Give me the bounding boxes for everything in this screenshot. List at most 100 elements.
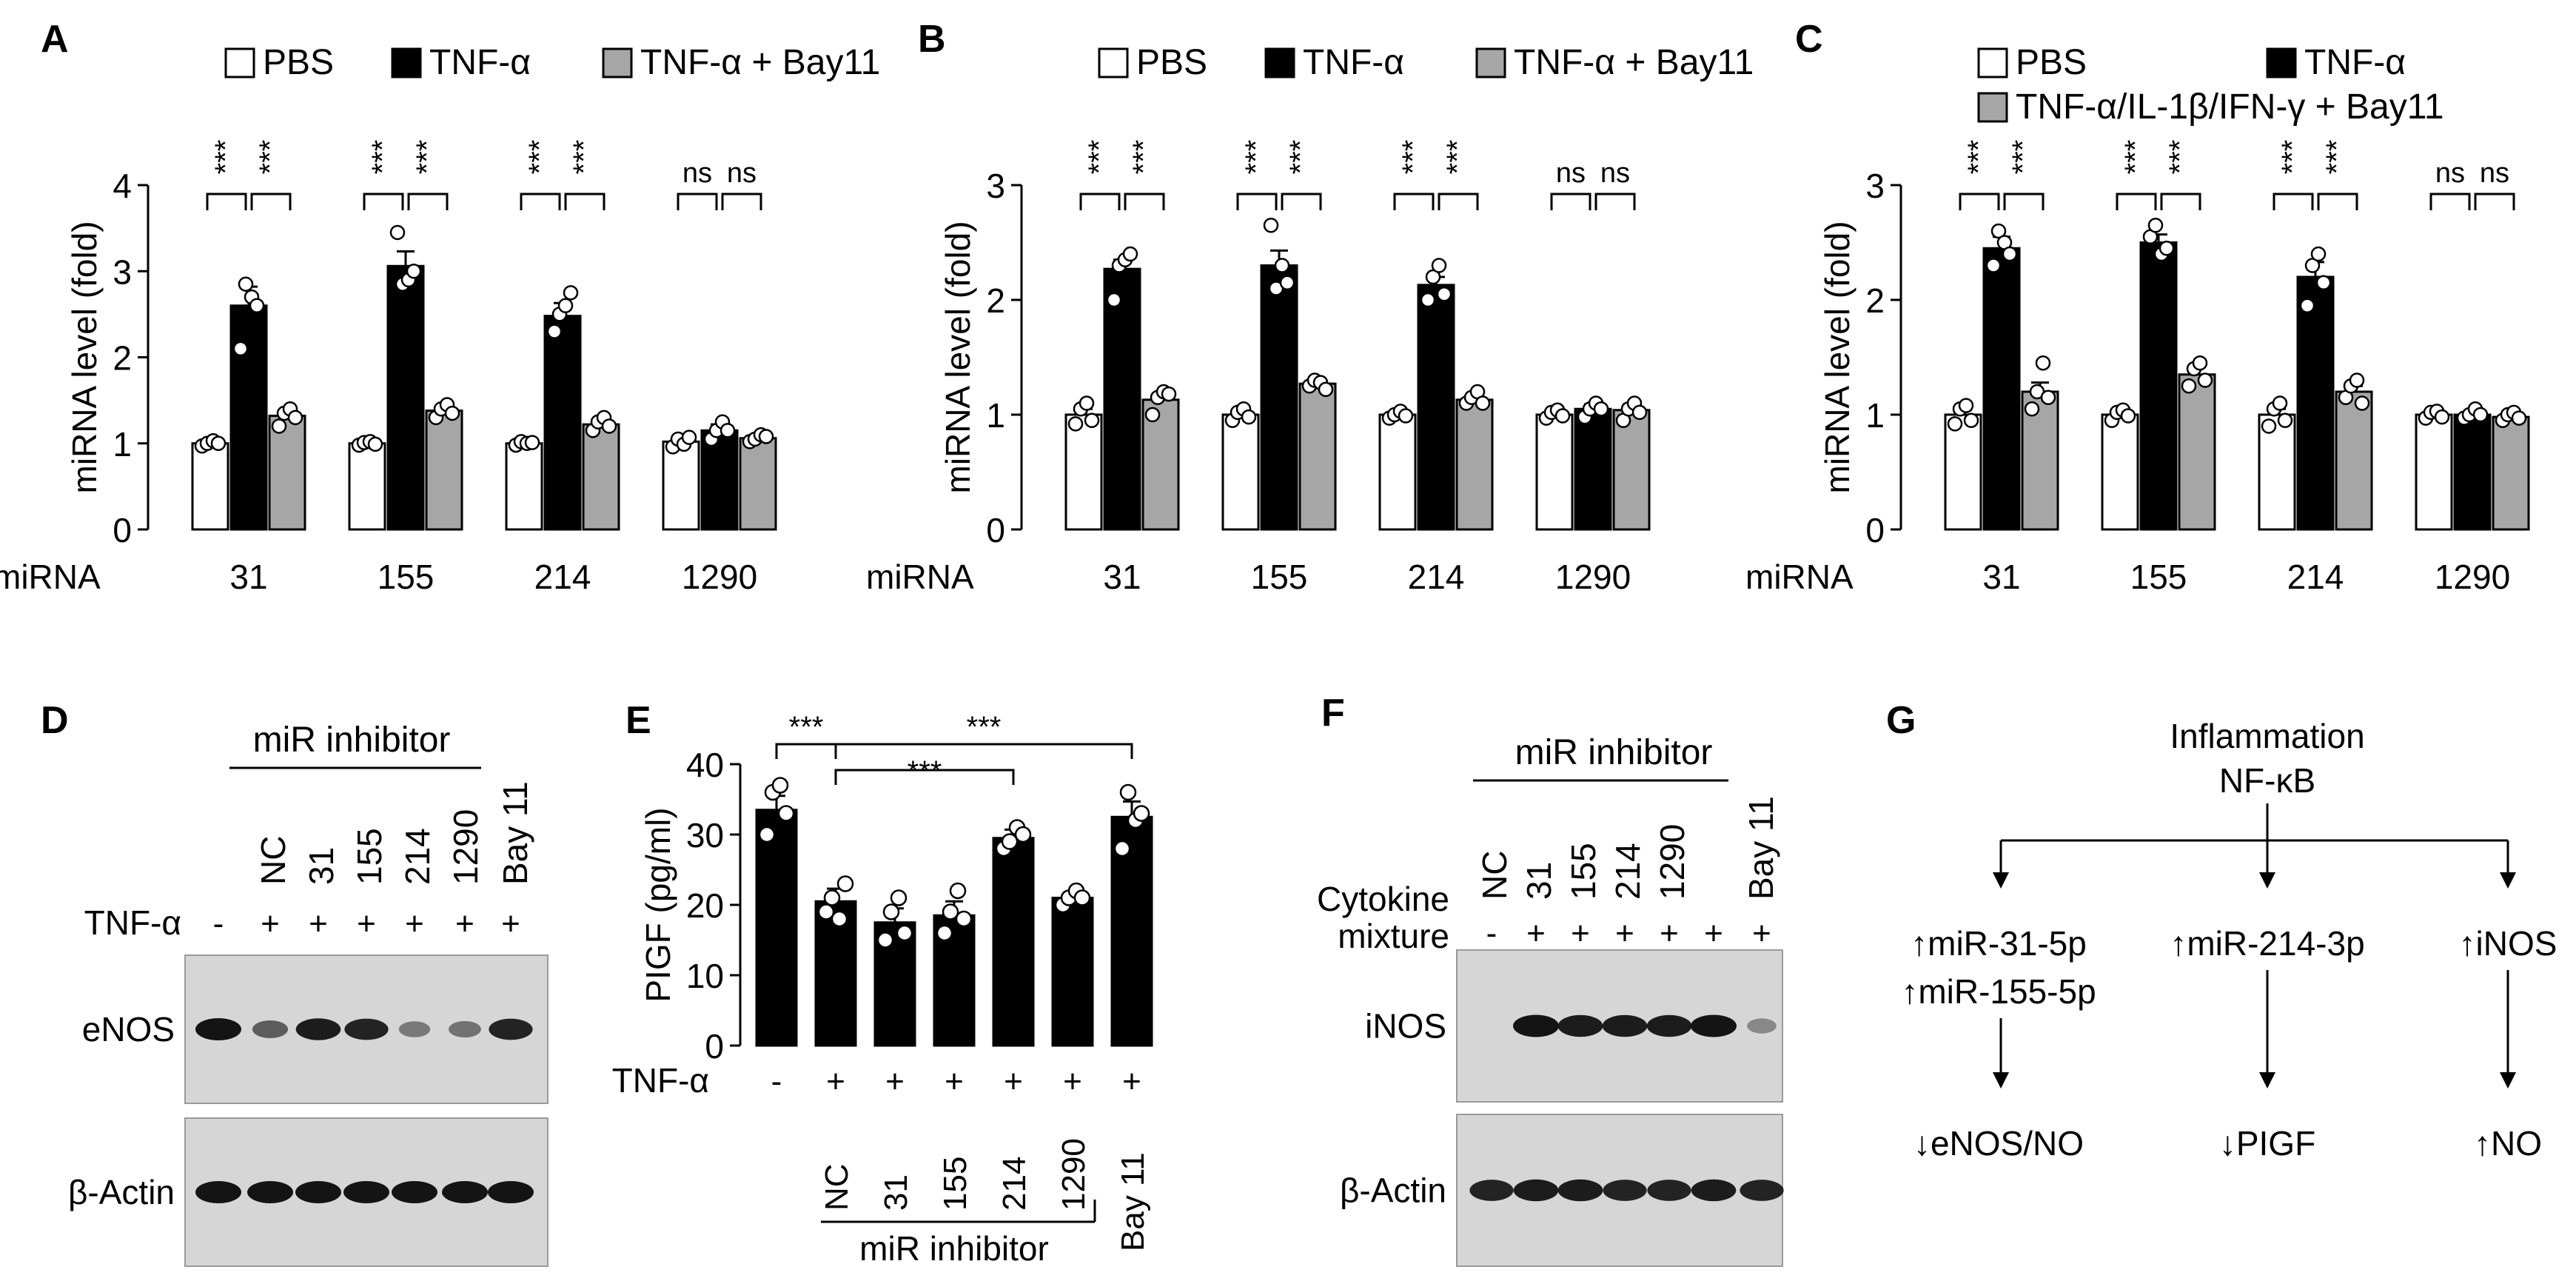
- data-point: [249, 298, 265, 313]
- data-point: [2181, 378, 2197, 394]
- data-point: [1144, 407, 1161, 423]
- data-point: [1122, 246, 1138, 262]
- data-point: [2197, 372, 2213, 388]
- data-point: [1119, 783, 1137, 801]
- blot-treatment-mark: +: [1660, 915, 1679, 952]
- significance-label: ***: [2164, 140, 2196, 175]
- x-tick-label: 1290: [682, 558, 757, 596]
- data-point: [406, 264, 422, 279]
- bar: [662, 440, 700, 531]
- legend-label: TNF-α: [429, 43, 531, 82]
- bar: [700, 429, 739, 531]
- x-tick-label: 155: [2130, 558, 2187, 596]
- significance-label: ***: [2321, 140, 2353, 175]
- data-point: [2304, 258, 2321, 273]
- data-point: [955, 910, 973, 928]
- pathway-top-line-2: NF-κB: [2219, 761, 2315, 800]
- significance-label: ***: [908, 755, 942, 788]
- blot-treatment-label: Cytokine: [1317, 880, 1449, 918]
- significance-bracket: [1124, 193, 1165, 210]
- y-tick-label: 40: [686, 746, 724, 784]
- bar: [1221, 413, 1260, 531]
- data-point: [823, 889, 841, 906]
- legend-label: PBS: [263, 43, 334, 82]
- blot-band: [1513, 1179, 1559, 1202]
- bar: [1260, 264, 1298, 531]
- y-tick-label: 0: [113, 511, 132, 549]
- blot-band: [195, 1181, 241, 1203]
- data-point: [758, 429, 774, 444]
- panel-letter-d: D: [41, 699, 69, 742]
- bar: [2335, 390, 2373, 531]
- significance-label: ns: [682, 158, 712, 189]
- bar: [229, 304, 268, 531]
- x-tick-label: 155: [378, 558, 435, 596]
- significance-bracket: [2429, 193, 2471, 210]
- significance-bracket: [1393, 193, 1435, 210]
- x-tick-label: 214: [2287, 558, 2344, 596]
- blot-treatment-mark: +: [501, 906, 520, 942]
- y-tick-label: 1: [1865, 396, 1885, 435]
- data-point: [2434, 409, 2450, 425]
- significance-bracket: [1438, 193, 1479, 210]
- blot-treatment-mark: +: [405, 906, 424, 942]
- blot-band: [344, 1018, 389, 1040]
- treatment-mark: +: [1004, 1063, 1023, 1100]
- data-point: [1014, 826, 1032, 843]
- blot-lane-label: 31: [1520, 862, 1558, 900]
- significance-bracket: [2474, 193, 2515, 210]
- blot-band: [343, 1181, 389, 1203]
- blot-band: [1557, 1014, 1603, 1037]
- significance-bracket: [2160, 193, 2201, 210]
- x-tick-label: 31: [1982, 558, 2020, 596]
- data-point: [367, 436, 383, 452]
- blot-lane-label: 155: [350, 828, 389, 885]
- y-tick-label: 2: [986, 281, 1005, 320]
- data-point: [1420, 292, 1436, 308]
- data-point: [936, 924, 953, 942]
- bar: [1982, 247, 2021, 531]
- data-point: [1398, 408, 1414, 424]
- significance-bracket: [834, 769, 1015, 785]
- treatment-mark: +: [945, 1063, 964, 1100]
- bar: [348, 442, 386, 531]
- pathway-mid-left-2: ↑miR-155-5p: [1901, 972, 2096, 1011]
- data-point: [720, 423, 736, 438]
- significance-bracket: [775, 743, 837, 759]
- significance-bracket: [1079, 193, 1121, 210]
- data-point: [890, 889, 908, 906]
- blot-treatment-mark: -: [213, 906, 224, 942]
- treatment-label: TNF-α: [612, 1061, 709, 1100]
- data-point: [817, 903, 835, 920]
- data-point: [1475, 395, 1491, 411]
- data-point: [2192, 355, 2208, 371]
- bar: [1535, 413, 1574, 531]
- panel-letter-a: A: [41, 18, 69, 61]
- data-point: [896, 924, 913, 942]
- x-tick-label: 155: [1251, 558, 1308, 596]
- data-point: [1001, 833, 1019, 850]
- blot-treatment-mark: +: [1526, 915, 1546, 952]
- data-point: [2035, 355, 2051, 371]
- blot-lane-label: NC: [1475, 851, 1514, 900]
- x-tick-label: 31: [878, 1174, 914, 1211]
- data-point: [271, 418, 287, 434]
- data-point: [1985, 258, 2002, 273]
- bar: [582, 423, 620, 531]
- group-label: miR inhibitor: [859, 1229, 1049, 1268]
- y-axis-label: PIGF (pg/ml): [639, 807, 677, 1002]
- blot-lane-label: 155: [1564, 843, 1603, 900]
- bar: [2139, 241, 2178, 531]
- legend-label: TNF-α + Bay11: [1514, 43, 1754, 82]
- data-point: [1161, 386, 1177, 402]
- data-point: [2024, 401, 2040, 417]
- panel-letter-g: G: [1886, 699, 1916, 742]
- bar: [739, 437, 777, 531]
- x-axis-label: miRNA: [866, 558, 974, 596]
- data-point: [1279, 275, 1295, 290]
- data-point: [524, 435, 540, 450]
- blot-band: [247, 1181, 293, 1203]
- significance-label: ***: [1962, 140, 1995, 175]
